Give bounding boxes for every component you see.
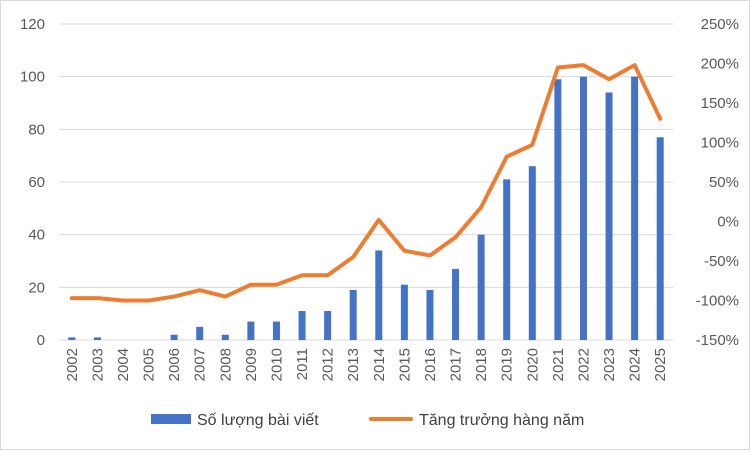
y-axis-right-ticks: -150% -100% -50% 0% 50% 100% 150% 200% 250%	[696, 16, 739, 349]
gridlines	[59, 23, 673, 341]
bar	[631, 76, 639, 341]
y-left-tick-label: 60	[28, 174, 45, 191]
x-axis-ticks: 2002 2003 2004 2005 2006 2007 2008 2009 2010 2011…	[64, 348, 669, 381]
bar	[400, 284, 408, 340]
y-right-tick-label: 100%	[701, 135, 739, 152]
y-left-tick-label: 100	[20, 69, 45, 86]
x-tick-label: 2008	[217, 348, 234, 381]
x-tick-label: 2009	[243, 348, 260, 381]
x-tick-label: 2021	[550, 348, 567, 381]
bar	[426, 289, 434, 340]
y-left-tick-label: 80	[28, 121, 45, 138]
y-right-tick-label: 200%	[701, 56, 739, 73]
bar	[298, 311, 306, 340]
bar	[477, 234, 485, 340]
x-tick-label: 2024	[627, 348, 644, 381]
bar	[324, 311, 332, 340]
y-left-tick-label: 40	[28, 227, 45, 244]
growth-line	[69, 63, 663, 303]
bar-series	[68, 76, 664, 341]
x-tick-label: 2023	[601, 348, 618, 381]
x-tick-label: 2004	[115, 348, 132, 381]
y-right-tick-label: 150%	[701, 95, 739, 112]
bar	[554, 79, 562, 341]
x-tick-label: 2016	[422, 348, 439, 381]
y-left-tick-label: 0	[37, 332, 45, 349]
bar	[196, 326, 204, 340]
bar	[375, 250, 383, 340]
bar	[68, 337, 76, 340]
y-left-tick-label: 20	[28, 279, 45, 296]
x-tick-label: 2020	[524, 348, 541, 381]
y-left-tick-label: 120	[20, 16, 45, 33]
bar	[170, 334, 178, 340]
x-tick-label: 2012	[320, 348, 337, 381]
bar	[349, 289, 357, 340]
y-right-tick-label: 50%	[709, 174, 739, 191]
x-tick-label: 2019	[499, 348, 516, 381]
y-right-tick-label: 250%	[701, 16, 739, 33]
x-tick-label: 2022	[575, 348, 592, 381]
bar	[221, 334, 229, 340]
x-tick-label: 2013	[345, 348, 362, 381]
x-tick-label: 2018	[473, 348, 490, 381]
y-right-tick-label: -150%	[696, 332, 739, 349]
y-right-tick-label: -50%	[704, 253, 739, 270]
x-tick-label: 2014	[371, 348, 388, 381]
x-tick-label: 2007	[192, 348, 209, 381]
y-right-tick-label: 0%	[717, 214, 739, 231]
x-tick-label: 2015	[396, 348, 413, 381]
x-tick-label: 2003	[89, 348, 106, 381]
x-tick-label: 2010	[268, 348, 285, 381]
legend: Số lượng bài viết Tăng trưởng hàng năm	[151, 412, 584, 429]
bar	[605, 92, 613, 340]
legend-label-bars: Số lượng bài viết	[197, 412, 319, 429]
x-tick-label: 2011	[294, 348, 311, 380]
bar	[528, 166, 536, 340]
x-tick-label: 2002	[64, 348, 81, 381]
bar	[247, 321, 255, 340]
x-tick-label: 2025	[652, 348, 669, 381]
bar	[656, 137, 664, 340]
bar	[272, 321, 280, 340]
x-tick-label: 2017	[448, 348, 465, 381]
legend-label-line: Tăng trưởng hàng năm	[419, 412, 584, 429]
y-right-tick-label: -100%	[696, 293, 739, 310]
x-tick-label: 2005	[141, 348, 158, 381]
x-tick-label: 2006	[166, 348, 183, 381]
legend-swatch-bars	[151, 414, 191, 424]
y-axis-left-ticks: 0 20 40 60 80 100 120	[20, 16, 45, 349]
line-series	[69, 63, 663, 303]
bar	[93, 337, 101, 340]
bar	[579, 76, 587, 341]
bar	[452, 268, 460, 340]
bar	[503, 179, 511, 340]
